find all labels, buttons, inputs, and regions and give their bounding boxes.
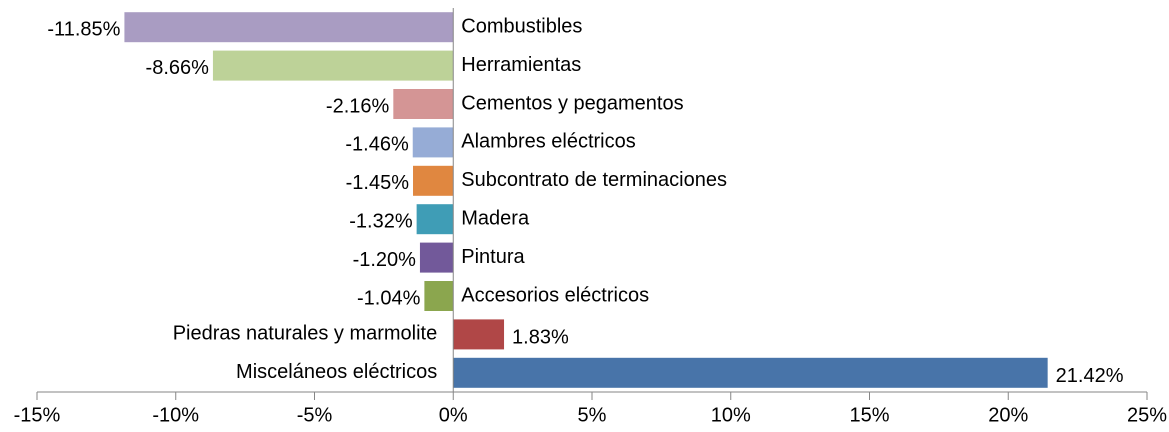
x-tick-label: 20% <box>988 404 1028 426</box>
category-label: Madera <box>461 207 530 229</box>
bar <box>416 204 454 235</box>
x-tick-label: -5% <box>297 404 333 426</box>
x-tick-label: -15% <box>14 404 61 426</box>
bar <box>419 242 454 273</box>
bar <box>212 50 454 81</box>
value-label: -1.32% <box>349 210 413 232</box>
value-label: -1.20% <box>353 249 417 271</box>
x-tick-label: 0% <box>439 404 468 426</box>
bar <box>393 89 454 119</box>
x-tick-label: 25% <box>1127 404 1167 426</box>
category-label: Combustibles <box>461 15 582 37</box>
x-tick-label: 10% <box>711 404 751 426</box>
bar <box>453 357 1048 388</box>
category-label: Pintura <box>461 246 525 268</box>
category-label: Misceláneos eléctricos <box>236 361 437 383</box>
x-tick-label: -10% <box>152 404 199 426</box>
value-label: -1.46% <box>345 134 409 156</box>
category-label: Subcontrato de terminaciones <box>461 169 727 191</box>
bar <box>124 12 454 43</box>
x-tick-label: 15% <box>849 404 889 426</box>
category-label: Alambres eléctricos <box>461 131 636 153</box>
value-label: -8.66% <box>146 57 210 79</box>
category-label: Accesorios eléctricos <box>461 284 649 306</box>
category-label: Herramientas <box>461 54 581 76</box>
value-label: 21.42% <box>1056 365 1124 387</box>
value-label: -1.45% <box>346 172 410 194</box>
category-label: Cementos y pegamentos <box>461 92 683 114</box>
category-label: Piedras naturales y marmolite <box>173 323 438 345</box>
bar <box>413 165 454 196</box>
x-tick-label: 5% <box>578 404 607 426</box>
bar <box>412 127 454 158</box>
value-label: 1.83% <box>512 327 569 349</box>
bar <box>424 281 454 311</box>
value-label: -1.04% <box>357 287 421 309</box>
bar <box>453 319 505 350</box>
value-label: -2.16% <box>326 95 390 117</box>
value-label: -11.85% <box>47 18 120 40</box>
